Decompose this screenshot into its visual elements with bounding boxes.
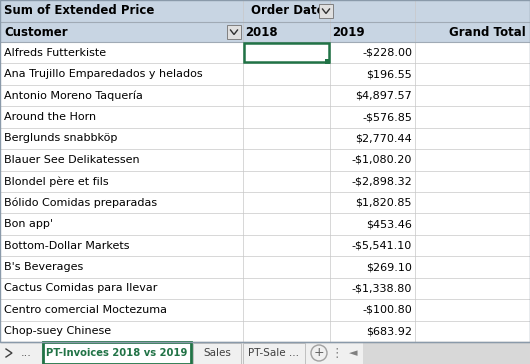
Text: Customer: Customer <box>4 25 68 39</box>
Bar <box>0 149 530 171</box>
Text: Chop-suey Chinese: Chop-suey Chinese <box>4 326 111 336</box>
Text: $683.92: $683.92 <box>366 326 412 336</box>
Bar <box>319 4 333 18</box>
Text: -$5,541.10: -$5,541.10 <box>352 241 412 250</box>
Bar <box>243 343 305 364</box>
Text: $2,770.44: $2,770.44 <box>355 134 412 143</box>
Bar <box>43 342 191 364</box>
Text: 2018: 2018 <box>245 25 278 39</box>
Text: PT-Sale ...: PT-Sale ... <box>249 348 299 358</box>
Bar <box>0 213 530 235</box>
Bar <box>0 235 530 256</box>
Text: $453.46: $453.46 <box>366 219 412 229</box>
Bar <box>0 63 530 85</box>
Text: Order Date: Order Date <box>251 4 324 17</box>
Text: -$228.00: -$228.00 <box>362 48 412 58</box>
Text: 2019: 2019 <box>332 25 365 39</box>
Text: Cactus Comidas para llevar: Cactus Comidas para llevar <box>4 284 157 293</box>
Bar <box>0 22 530 42</box>
Text: Blauer See Delikatessen: Blauer See Delikatessen <box>4 155 139 165</box>
Bar <box>0 42 530 63</box>
Bar <box>193 343 241 364</box>
Text: Bólido Comidas preparadas: Bólido Comidas preparadas <box>4 197 157 208</box>
Bar <box>0 128 530 149</box>
Bar <box>0 192 530 213</box>
Bar <box>43 342 191 364</box>
Bar <box>0 342 42 364</box>
Bar <box>0 85 530 106</box>
Text: Centro comercial Moctezuma: Centro comercial Moctezuma <box>4 305 167 315</box>
Bar <box>227 25 241 39</box>
Text: -$1,338.80: -$1,338.80 <box>351 284 412 293</box>
Text: Antonio Moreno Taquería: Antonio Moreno Taquería <box>4 90 143 101</box>
Text: -$100.80: -$100.80 <box>362 305 412 315</box>
Bar <box>244 43 329 63</box>
Bar <box>0 256 530 278</box>
Text: Berglunds snabbköp: Berglunds snabbköp <box>4 134 117 143</box>
Text: +: + <box>314 347 324 360</box>
Text: -$576.85: -$576.85 <box>362 112 412 122</box>
Text: Bottom-Dollar Markets: Bottom-Dollar Markets <box>4 241 129 250</box>
Bar <box>0 171 530 192</box>
Text: Grand Total: Grand Total <box>449 25 526 39</box>
Bar <box>0 299 530 321</box>
Text: Sales: Sales <box>203 348 231 358</box>
Text: -$1,080.20: -$1,080.20 <box>351 155 412 165</box>
Bar <box>0 0 530 22</box>
Text: $196.55: $196.55 <box>366 69 412 79</box>
Text: PT-Invoices 2018 vs 2019: PT-Invoices 2018 vs 2019 <box>46 348 188 358</box>
Bar <box>0 342 530 364</box>
Bar <box>0 321 530 342</box>
Text: Sum of Extended Price: Sum of Extended Price <box>4 4 154 17</box>
Text: -$2,898.32: -$2,898.32 <box>351 176 412 186</box>
Text: Blondel père et fils: Blondel père et fils <box>4 176 109 186</box>
Text: ⋮: ⋮ <box>331 347 343 360</box>
Bar <box>0 278 530 299</box>
Text: B's Beverages: B's Beverages <box>4 262 83 272</box>
Text: Around the Horn: Around the Horn <box>4 112 96 122</box>
Text: Ana Trujillo Emparedados y helados: Ana Trujillo Emparedados y helados <box>4 69 202 79</box>
Text: ◄: ◄ <box>349 348 357 358</box>
Text: ...: ... <box>21 348 31 358</box>
Bar <box>363 342 530 364</box>
Bar <box>244 43 329 63</box>
Text: Bon app': Bon app' <box>4 219 53 229</box>
Bar <box>325 59 330 64</box>
Bar <box>0 106 530 128</box>
Text: $4,897.57: $4,897.57 <box>355 91 412 100</box>
Text: Alfreds Futterkiste: Alfreds Futterkiste <box>4 48 106 58</box>
Text: $1,820.85: $1,820.85 <box>356 198 412 208</box>
Text: $269.10: $269.10 <box>366 262 412 272</box>
